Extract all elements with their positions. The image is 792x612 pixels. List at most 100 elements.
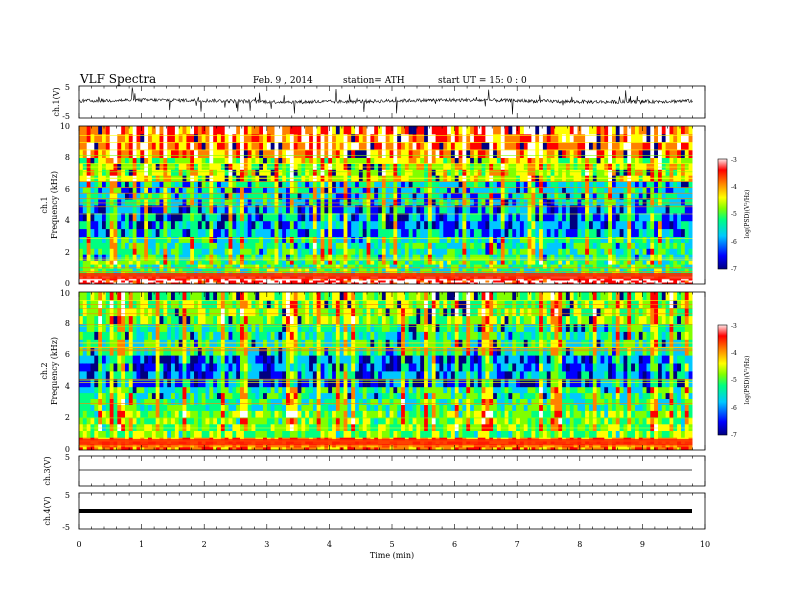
spectrogram-cell — [424, 212, 429, 222]
spectrogram-cell — [174, 248, 180, 255]
spectrogram-cell — [270, 278, 275, 281]
spectrogram-cell — [144, 347, 149, 356]
spectrogram-cell — [98, 205, 103, 214]
spectrogram-cell — [136, 169, 141, 176]
spectrogram-cell — [393, 193, 398, 200]
spectrogram-cell — [573, 236, 578, 243]
spectrogram-cell — [654, 126, 659, 135]
spectrogram-cell — [220, 278, 226, 281]
spectrogram-cell — [393, 242, 398, 249]
spectrogram-cell — [171, 199, 176, 206]
spectrogram-cell — [623, 278, 628, 281]
spectrogram-cell — [535, 163, 540, 170]
spectrogram-cell — [259, 141, 264, 151]
spectrogram-cell — [531, 133, 536, 143]
spectrogram-cell — [638, 133, 643, 143]
spectrogram-cell — [558, 220, 563, 230]
spectrogram-cell — [504, 278, 509, 281]
spectrogram-cell — [466, 169, 471, 176]
spectrogram-cell — [155, 181, 160, 188]
spectrogram-cell — [117, 254, 122, 261]
spectrogram-cell — [255, 199, 260, 206]
spectrogram-cell — [612, 187, 617, 194]
spectrogram-cell — [228, 260, 233, 265]
spectrogram-cell — [608, 193, 613, 200]
spectrogram-cell — [454, 126, 459, 135]
spectrogram-cell — [278, 242, 283, 249]
spectrogram-cell — [163, 187, 168, 194]
spectrogram-cell — [658, 141, 663, 151]
spectrogram-cell — [366, 205, 371, 214]
spectrogram-cell — [335, 149, 341, 158]
spectrogram-cell — [128, 331, 133, 340]
spectrogram-cell — [105, 264, 110, 269]
spectrogram-cell — [554, 268, 559, 273]
spectrogram-cell — [117, 292, 122, 301]
spectrogram-cell — [665, 220, 670, 230]
spectrogram-cell — [316, 193, 321, 200]
spectrogram-cell — [358, 149, 364, 158]
spectrogram-cell — [688, 126, 693, 135]
spectrogram-cell — [182, 264, 187, 269]
spectrogram-cell — [615, 268, 620, 273]
spectrogram-cell — [485, 181, 490, 188]
spectrogram-cell — [477, 212, 482, 222]
spectrogram-cell — [347, 280, 352, 283]
spectrogram-cell — [550, 126, 555, 135]
spectrogram-cell — [305, 228, 310, 237]
spectrogram-cell — [151, 248, 157, 255]
spectrogram-cell — [109, 410, 114, 418]
spectrogram-cell — [82, 205, 87, 214]
spectrogram-cell — [270, 199, 275, 206]
spectrogram-cell — [121, 264, 126, 269]
spectrogram-cell — [500, 126, 505, 135]
spectrogram-cell — [301, 141, 306, 151]
spectrogram-cell — [144, 378, 149, 388]
spectrogram-cell — [619, 181, 624, 188]
spectrogram-cell — [213, 126, 218, 135]
spectrogram-cell — [631, 220, 636, 230]
spectrogram-cell — [504, 220, 509, 230]
spectrogram-cell — [565, 193, 571, 200]
spectrogram-cell — [174, 181, 180, 188]
spectrogram-cell — [140, 187, 145, 194]
spectrogram-cell — [439, 199, 444, 206]
spectrogram-cell — [416, 228, 421, 237]
spectrogram-cell — [635, 248, 640, 255]
spectrogram-cell — [581, 212, 586, 222]
spectrogram-cell — [458, 141, 463, 151]
spectrogram-cell — [94, 323, 99, 332]
spectrogram-cell — [523, 228, 528, 237]
spectrogram-cell — [416, 268, 421, 273]
spectrogram-cell — [650, 133, 655, 143]
spectrogram-cell — [343, 260, 348, 265]
spectrogram-cell — [519, 149, 525, 158]
spectrogram-cell — [178, 205, 183, 214]
spectrogram-cell — [282, 199, 287, 206]
spectrogram-cell — [178, 260, 183, 265]
spectrogram-cell — [424, 280, 429, 283]
spectrogram-cell — [144, 187, 149, 194]
spectrogram-cell — [125, 133, 130, 143]
spectrogram-cell — [542, 228, 548, 237]
spectrogram-cell — [335, 236, 341, 243]
spectrogram-cell — [619, 278, 624, 281]
spectrogram-cell — [493, 228, 498, 237]
spectrogram-cell — [121, 193, 126, 200]
spectrogram-cell — [658, 236, 663, 243]
spectrogram-cell — [148, 133, 153, 143]
spectrogram-cell — [335, 228, 341, 237]
spectrogram-cell — [293, 133, 298, 143]
spectrogram-cell — [201, 228, 206, 237]
spectrogram-cell — [240, 212, 245, 222]
spectrogram-cell — [481, 248, 486, 255]
spectrogram-cell — [550, 187, 555, 194]
spectrogram-cell — [190, 228, 195, 237]
spectrogram-cell — [140, 141, 145, 151]
spectrogram-cell — [312, 163, 318, 170]
spectrogram-cell — [381, 236, 387, 243]
spectrogram-cell — [424, 181, 429, 188]
spectrogram-cell — [569, 157, 574, 164]
spectrogram-cell — [681, 254, 686, 261]
spectrogram-cell — [577, 157, 582, 164]
